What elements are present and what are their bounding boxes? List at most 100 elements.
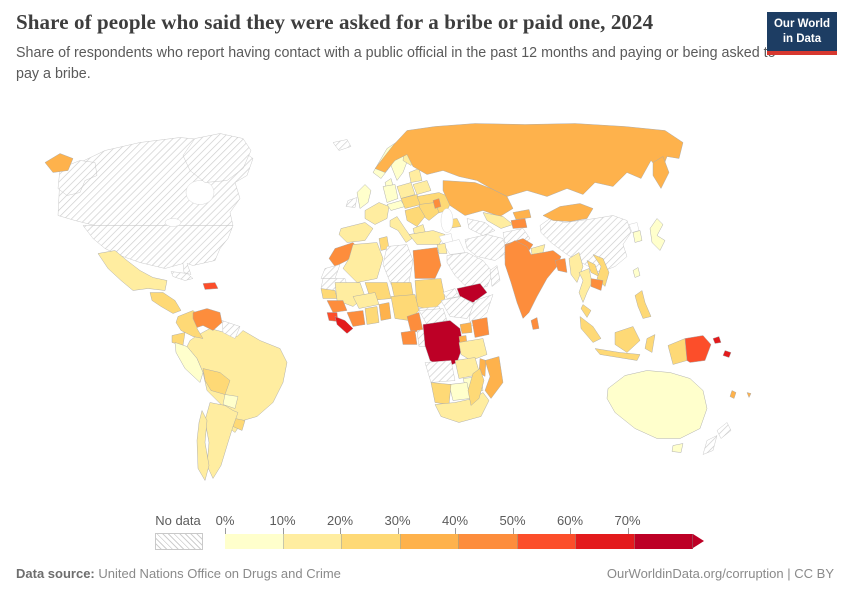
country-botswana[interactable] [448,382,471,401]
country-togo-benin[interactable] [378,302,392,321]
country-russia[interactable] [374,123,684,197]
country-central-america[interactable] [149,292,182,314]
country-jordan-israel[interactable] [436,243,448,254]
country-liberia[interactable] [334,316,354,334]
country-italy[interactable] [389,216,413,243]
country-cuba[interactable] [170,271,194,281]
country-algeria[interactable] [342,242,384,283]
country-peru[interactable] [174,342,204,383]
owid-link[interactable]: OurWorldinData.org/corruption [606,566,784,581]
country-russia-chukotka[interactable] [44,153,74,173]
country-papua-new-guinea[interactable] [684,335,712,363]
legend-no-data-swatch[interactable] [155,533,203,550]
country-bangladesh[interactable] [554,258,568,273]
country-uzbekistan[interactable] [482,212,514,229]
country-thailand[interactable] [578,268,593,303]
country-ghana[interactable] [364,306,380,325]
country-paraguay[interactable] [222,394,239,409]
country-sudan[interactable] [414,278,446,311]
country-dominican-republic[interactable] [202,282,219,290]
country-fiji[interactable] [746,392,752,398]
country-philippines[interactable] [634,290,652,319]
country-mongolia[interactable] [542,203,594,222]
country-kyrgyzstan[interactable] [512,209,532,220]
country-japan[interactable] [649,218,666,251]
country-egypt[interactable] [412,247,442,279]
country-indonesia-borneo[interactable] [614,326,641,353]
country-yemen[interactable] [456,283,488,303]
country-chile[interactable] [196,410,210,481]
country-mozambique[interactable] [484,356,504,399]
country-png-islands[interactable] [712,336,722,344]
country-central-african-republic[interactable] [418,308,448,325]
country-malaysia[interactable] [580,304,592,318]
country-namibia[interactable] [430,382,452,405]
country-uganda[interactable] [459,322,473,334]
country-russia-kamchatka[interactable] [652,156,670,189]
country-saudi-arabia[interactable] [446,252,494,291]
country-south-korea[interactable] [632,230,643,243]
country-spain[interactable] [338,222,374,243]
country-guinea[interactable] [326,300,348,313]
country-oman[interactable] [489,265,501,287]
country-venezuela[interactable] [192,308,223,331]
country-solomon-islands[interactable] [722,350,732,358]
country-turkmenistan[interactable] [466,218,496,236]
country-guyana-suriname[interactable] [221,320,241,339]
legend-segment[interactable] [517,534,576,549]
country-greenland[interactable] [182,133,252,183]
country-angola[interactable] [424,360,456,383]
country-sri-lanka[interactable] [530,317,540,330]
country-poland[interactable] [396,182,416,199]
country-new-zealand-south[interactable] [702,435,718,455]
country-indonesia-west-papua[interactable] [667,338,688,365]
country-iraq[interactable] [442,239,466,255]
country-australia-tasmania[interactable] [671,443,684,453]
country-united-kingdom[interactable] [356,184,372,209]
country-new-zealand-north[interactable] [716,422,732,439]
country-mexico[interactable] [97,250,168,291]
country-tanzania[interactable] [458,338,488,361]
country-ivory-coast[interactable] [346,310,366,327]
country-baltics[interactable] [408,168,423,183]
legend-segment[interactable] [225,534,284,549]
legend-segment[interactable] [576,534,635,549]
country-western-sahara[interactable] [320,264,341,279]
country-iran[interactable] [464,234,508,261]
country-indonesia-sulawesi[interactable] [644,334,656,353]
country-france[interactable] [364,202,390,225]
legend-color-bar[interactable] [225,534,704,549]
country-madagascar[interactable] [467,368,485,406]
country-kenya[interactable] [471,317,490,338]
country-germany[interactable] [382,184,399,203]
country-vietnam[interactable] [592,254,610,287]
country-indonesia-java[interactable] [594,348,641,361]
country-indonesia-sumatra[interactable] [579,316,602,343]
country-tajikistan[interactable] [510,218,528,229]
country-vanuatu[interactable] [729,390,737,399]
legend-segment[interactable] [342,534,401,549]
country-ireland[interactable] [345,197,358,208]
legend-segment[interactable] [283,534,342,549]
country-united-states[interactable] [82,225,234,275]
country-moldova[interactable] [432,198,442,209]
country-australia[interactable] [606,370,708,439]
country-gabon[interactable] [400,330,418,345]
legend-segment[interactable] [459,534,518,549]
country-libya[interactable] [382,244,414,285]
country-belarus[interactable] [412,180,432,195]
owid-logo[interactable]: Our World in Data [766,12,837,55]
country-taiwan[interactable] [632,267,641,278]
country-eritrea[interactable] [442,288,460,299]
legend-segment[interactable] [634,534,693,549]
country-balkans[interactable] [404,206,426,227]
country-china[interactable] [539,215,632,273]
country-argentina[interactable] [204,402,239,479]
country-senegal[interactable] [320,288,338,299]
country-burkina-faso[interactable] [352,292,380,309]
country-iceland[interactable] [332,139,352,151]
country-north-korea[interactable] [628,222,640,233]
country-india[interactable] [504,240,562,319]
legend-segment[interactable] [400,534,459,549]
country-cambodia[interactable] [590,278,604,291]
